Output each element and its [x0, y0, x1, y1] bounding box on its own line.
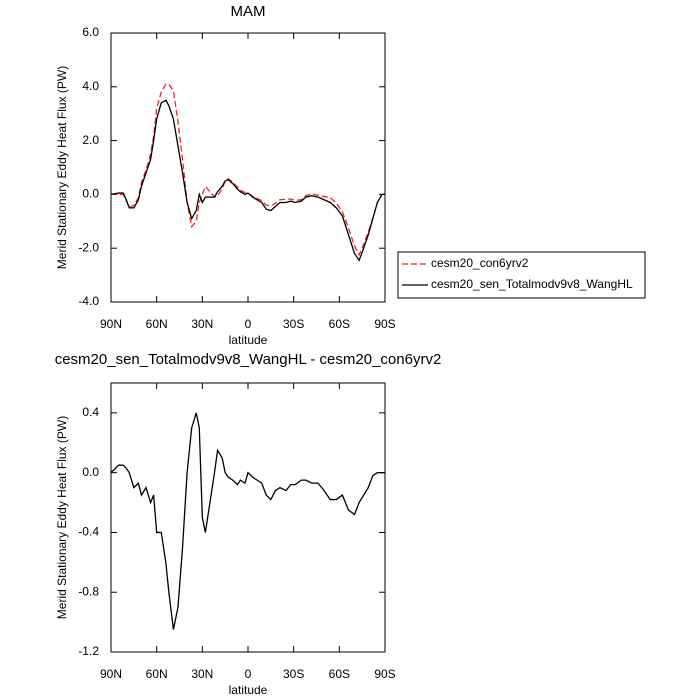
- x-tick-label: 60S: [329, 667, 350, 681]
- legend: cesm20_con6yrv2 cesm20_sen_Totalmodv9v8_W…: [397, 251, 646, 299]
- y-tick-label: 6.0: [82, 25, 99, 39]
- x-tick-label: 60N: [146, 317, 168, 331]
- y-tick-label: -0.4: [78, 525, 99, 539]
- plot-frame: [110, 382, 386, 653]
- y-tick-label: 0.0: [82, 465, 99, 479]
- legend-label: cesm20_sen_Totalmodv9v8_WangHL: [431, 277, 633, 291]
- x-tick-label: 30S: [283, 667, 304, 681]
- legend-label: cesm20_con6yrv2: [431, 256, 529, 270]
- y-axis-label: Merid Stationary Eddy Heat Flux (PW): [55, 66, 69, 269]
- x-tick-label: 60N: [146, 667, 168, 681]
- series-line: [110, 412, 385, 630]
- y-axis-label: Merid Stationary Eddy Heat Flux (PW): [55, 416, 69, 619]
- x-tick-label: 90N: [100, 317, 122, 331]
- legend-box: [397, 251, 646, 299]
- x-tick-label: 60S: [329, 317, 350, 331]
- x-tick-label: 90N: [100, 667, 122, 681]
- x-axis-label: latitude: [229, 333, 268, 347]
- x-axis-label: latitude: [229, 683, 268, 697]
- y-tick-label: -2.0: [78, 240, 99, 254]
- series-line: [110, 99, 385, 262]
- y-tick-label: -0.8: [78, 584, 99, 598]
- x-tick-label: 0: [245, 317, 252, 331]
- x-tick-label: 30S: [283, 317, 304, 331]
- y-tick-label: -1.2: [78, 644, 99, 658]
- x-tick-label: 90S: [374, 667, 395, 681]
- y-tick-label: 0.0: [82, 187, 99, 201]
- x-tick-label: 0: [245, 667, 252, 681]
- y-tick-label: 4.0: [82, 79, 99, 93]
- y-tick-label: -4.0: [78, 294, 99, 308]
- y-tick-label: 2.0: [82, 133, 99, 147]
- x-tick-label: 90S: [374, 317, 395, 331]
- x-tick-label: 30N: [191, 317, 213, 331]
- y-tick-label: 0.4: [82, 405, 99, 419]
- x-tick-label: 30N: [191, 667, 213, 681]
- plot-frame: [110, 32, 386, 303]
- chart-title: MAM: [231, 3, 266, 20]
- chart-title: cesm20_sen_Totalmodv9v8_WangHL - cesm20_…: [55, 351, 442, 368]
- series-line: [111, 83, 385, 257]
